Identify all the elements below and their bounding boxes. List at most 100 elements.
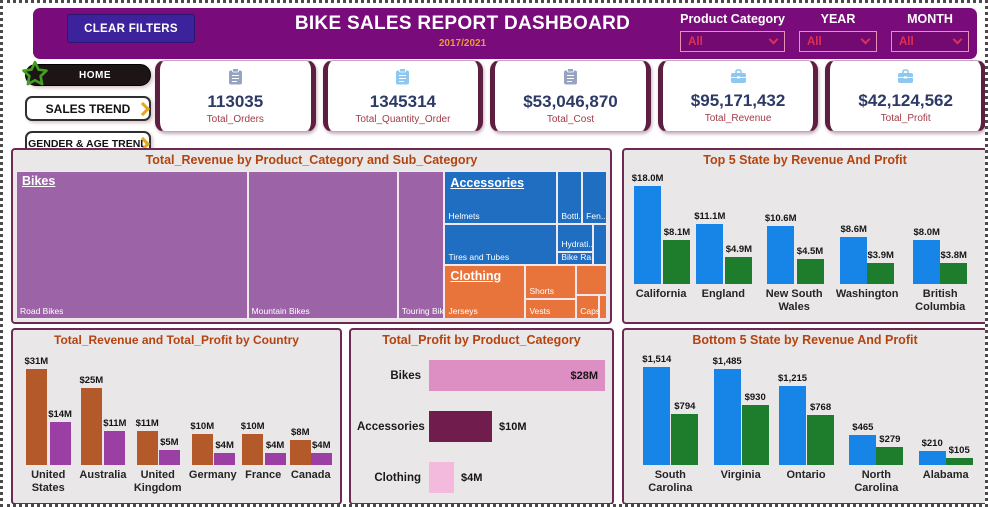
total_revenue-bar[interactable] xyxy=(696,224,724,284)
total_revenue-bar[interactable] xyxy=(918,451,946,465)
total_profit-bar[interactable] xyxy=(264,453,286,465)
treemap-cell-bike-ra[interactable]: Bike Ra... xyxy=(557,252,593,266)
bar-value-label: $465 xyxy=(852,422,874,433)
total_revenue-bar[interactable] xyxy=(80,388,102,465)
treemap: Road Bikes Mountain Bikes Touring Bikes Hel… xyxy=(16,171,608,319)
clear-filters-button[interactable]: CLEAR FILTERS xyxy=(67,14,195,43)
bar-group: $1,514 $794 South Carolina xyxy=(637,353,703,499)
chevron-down-icon xyxy=(952,34,963,45)
total_revenue-bar[interactable] xyxy=(840,237,868,284)
total_revenue-bar[interactable] xyxy=(25,369,47,465)
treemap-cell-blank[interactable] xyxy=(576,265,607,295)
hbar-row: Clothing $4M xyxy=(357,462,606,493)
product-category-dropdown[interactable]: All xyxy=(680,31,785,52)
treemap-cell-fen[interactable]: Fen... xyxy=(582,171,608,224)
chevron-down-icon xyxy=(768,34,779,45)
profit-category-panel: Total_Profit by Product_Category Bikes $2… xyxy=(349,328,614,504)
total_profit-bar[interactable] xyxy=(104,431,126,465)
category-label: Virginia xyxy=(720,469,761,481)
month-dropdown[interactable]: All xyxy=(891,31,969,52)
dropdown-value: All xyxy=(807,35,822,48)
treemap-cell-label: Bike Ra... xyxy=(561,252,593,263)
bar-value-label: $8.6M xyxy=(840,224,867,235)
total_revenue-bar[interactable] xyxy=(242,434,264,465)
total_profit-bar[interactable] xyxy=(725,257,753,284)
home-button[interactable]: HOME xyxy=(22,60,151,86)
total_profit-bar[interactable] xyxy=(940,263,968,284)
bottom5-state-chart: $1,514 $794 South Carolina $1,485 $930 Virgin… xyxy=(628,350,982,499)
treemap-panel: Total_Revenue by Product_Category and Su… xyxy=(11,148,612,324)
treemap-cell-hydrati[interactable]: Hydrati... xyxy=(557,223,593,253)
total_profit-bar[interactable] xyxy=(663,240,691,284)
total_revenue-bar[interactable] xyxy=(713,369,741,465)
bar-group: $25M $11M Australia xyxy=(79,355,126,499)
kpi-row: 113035 Total_Orders 1345314 Total_Quanti… xyxy=(155,60,985,132)
category-label: Alabama xyxy=(922,469,969,481)
treemap-cell-caps[interactable]: Caps xyxy=(576,294,600,319)
treemap-cell-jerseys[interactable]: Jerseys xyxy=(444,265,526,319)
total_profit-bar[interactable] xyxy=(214,453,236,465)
total_revenue-bar[interactable] xyxy=(136,431,158,465)
treemap-cell-vests[interactable]: Vests xyxy=(525,298,577,319)
product-category-filter: Product Category All xyxy=(680,12,785,52)
treemap-cell-tires-and-tubes[interactable]: Tires and Tubes xyxy=(444,223,558,266)
category-label: Bikes xyxy=(390,369,421,382)
treemap-cell-touring-bikes[interactable]: Touring Bikes xyxy=(397,171,445,319)
dashboard-title-block: BIKE SALES REPORT DASHBOARD 2017/2021 xyxy=(295,13,630,49)
treemap-cell-label: Fen... xyxy=(586,210,608,221)
filter-group: Product Category All YEAR All MONTH All xyxy=(680,12,969,52)
total_profit-bar[interactable] xyxy=(158,450,180,465)
treemap-cell-label: Mountain Bikes xyxy=(251,306,310,316)
treemap-cell-mountain-bikes[interactable]: Mountain Bikes xyxy=(247,171,398,319)
total_revenue-bar[interactable] xyxy=(779,386,807,465)
total_revenue-bar[interactable] xyxy=(767,226,795,284)
profit-bar[interactable] xyxy=(429,462,454,493)
treemap-cell-road-bikes[interactable]: Road Bikes xyxy=(16,171,248,319)
category-label: New South Wales xyxy=(765,288,823,313)
profit-bar[interactable] xyxy=(429,411,492,442)
category-label: Australia xyxy=(79,469,127,481)
total_revenue-bar[interactable] xyxy=(913,240,941,284)
star-icon xyxy=(20,59,50,92)
sales-trend-button[interactable]: SALES TREND xyxy=(25,96,151,121)
total_profit-bar[interactable] xyxy=(945,458,973,465)
total_revenue-bar[interactable] xyxy=(289,440,311,465)
total_profit-bar[interactable] xyxy=(49,422,71,465)
bar-group: $8M $4M Canada xyxy=(289,355,332,499)
category-label: England xyxy=(701,288,745,300)
treemap-cell-helmets[interactable]: Helmets xyxy=(444,171,558,224)
total_profit-bar[interactable] xyxy=(876,447,904,465)
total_revenue-bar[interactable] xyxy=(191,434,213,465)
treemap-cell-bottl[interactable]: Bottl... xyxy=(557,171,583,224)
bar-value-label: $3.9M xyxy=(867,250,894,261)
clipboard-icon xyxy=(228,67,243,90)
bar-value-label: $1,514 xyxy=(642,354,672,365)
bar-value-label: $28M xyxy=(570,369,598,382)
kpi-label: Total_Orders xyxy=(206,113,264,125)
bar-group: $11M $5M United Kingdom xyxy=(131,355,185,499)
total_revenue-bar[interactable] xyxy=(643,367,671,465)
bar-group: $210 $105 Alabama xyxy=(918,353,973,499)
profit-bar[interactable]: $28M xyxy=(429,360,605,391)
treemap-cell-blank[interactable] xyxy=(592,223,607,266)
total_profit-bar[interactable] xyxy=(310,453,332,465)
total_revenue-bar[interactable] xyxy=(849,435,877,465)
total_profit-bar[interactable] xyxy=(741,405,769,465)
header-bar: CLEAR FILTERS BIKE SALES REPORT DASHBOAR… xyxy=(33,8,977,59)
total_profit-bar[interactable] xyxy=(867,263,895,284)
chart-title: Total_Revenue and Total_Profit by Countr… xyxy=(54,333,299,347)
bar-value-label: $4.9M xyxy=(725,244,753,255)
year-dropdown[interactable]: All xyxy=(799,31,877,52)
total_profit-bar[interactable] xyxy=(796,259,824,284)
month-filter: MONTH All xyxy=(891,12,969,52)
chart-title: Top 5 State by Revenue And Profit xyxy=(703,153,907,167)
total_revenue-bar[interactable] xyxy=(634,186,662,284)
total_profit-bar[interactable] xyxy=(807,415,835,465)
bar-value-label: $10M xyxy=(240,421,265,432)
total_profit-bar[interactable] xyxy=(671,414,699,465)
category-label: British Columbia xyxy=(915,288,966,313)
treemap-cell-label: Caps xyxy=(580,305,600,316)
treemap-cell-blank[interactable] xyxy=(598,294,607,319)
treemap-cell-shorts[interactable]: Shorts xyxy=(525,265,577,299)
bar-group: $8.6M $3.9M Washington xyxy=(836,172,899,318)
